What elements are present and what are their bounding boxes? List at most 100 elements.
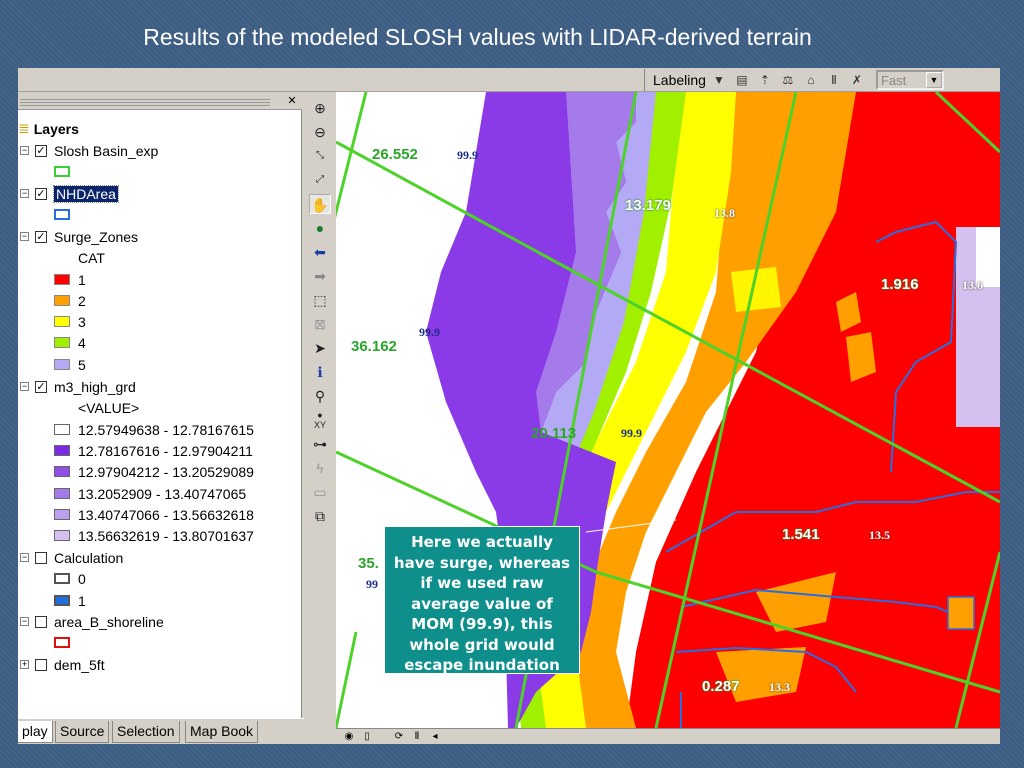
- map-label: 13.6: [962, 278, 983, 292]
- label-priority-icon[interactable]: ⇡: [759, 73, 770, 87]
- layer-visibility-checkbox[interactable]: ✓: [35, 187, 47, 200]
- labeling-toolbar: Labeling ▼ ▤ ⇡ ⚖ ⌂ Ⅱ ✗ Fast ▼: [18, 68, 1000, 92]
- collapse-icon[interactable]: −: [20, 381, 29, 391]
- legend-field-name: CAT: [78, 247, 105, 268]
- collapse-icon[interactable]: −: [20, 188, 29, 198]
- legend-class: 0: [54, 568, 86, 589]
- legend-class: 1: [54, 269, 86, 290]
- layer-surge-zones[interactable]: − ✓ Surge_Zones: [20, 226, 138, 247]
- tab-selection[interactable]: Selection: [112, 721, 180, 743]
- map-label: 20.113: [531, 425, 577, 442]
- layer-nhdarea[interactable]: − ✓ NHDArea: [20, 183, 119, 204]
- table-of-contents: ✕ ≣ Layers − ✓ Slosh Basin_exp − ✓ NHDAr…: [18, 94, 302, 718]
- pan-hand-icon[interactable]: ✋: [309, 194, 331, 214]
- lock-labels-icon[interactable]: ⌂: [807, 73, 815, 87]
- view-unplaced-labels-icon[interactable]: ✗: [851, 73, 862, 87]
- tab-source[interactable]: Source: [55, 721, 110, 743]
- layer-visibility-checkbox[interactable]: [35, 658, 47, 671]
- label-manager-icon[interactable]: ▤: [736, 73, 748, 87]
- layer-calculation[interactable]: − Calculation: [20, 547, 123, 568]
- layer-dem-5ft[interactable]: + dem_5ft: [20, 654, 105, 675]
- fixed-zoom-out-icon[interactable]: ⤢: [316, 174, 324, 185]
- layout-view-page-icon[interactable]: ▯: [364, 731, 370, 742]
- layer-visibility-checkbox[interactable]: ✓: [35, 380, 47, 393]
- class-label: 13.56632619 - 13.80701637: [78, 527, 254, 544]
- pause-drawing-icon[interactable]: Ⅱ: [414, 731, 420, 742]
- map-label: 99.9: [621, 426, 642, 440]
- data-view-globe-icon[interactable]: ◉: [344, 731, 354, 742]
- layer-visibility-checkbox[interactable]: ✓: [35, 230, 47, 243]
- layer-name: Slosh Basin_exp: [54, 142, 159, 159]
- map-label: 35.: [358, 555, 379, 572]
- legend-swatch: [54, 530, 70, 541]
- draw-mode-value: Fast: [880, 72, 907, 88]
- pause-labeling-icon[interactable]: Ⅱ: [830, 73, 837, 87]
- legend-class: 2: [54, 290, 86, 311]
- back-arrow-icon[interactable]: ⬅: [314, 244, 326, 260]
- legend-field-name: <VALUE>: [78, 397, 139, 418]
- toc-title-bar[interactable]: ✕: [18, 94, 302, 110]
- find-binoculars-icon[interactable]: ⚲: [314, 388, 326, 404]
- legend-swatch: [54, 637, 70, 648]
- zoom-in-icon[interactable]: ⊕: [314, 100, 326, 116]
- forward-arrow-icon[interactable]: ➡: [314, 268, 326, 284]
- select-features-icon[interactable]: ⬚: [313, 292, 327, 308]
- layer-visibility-checkbox[interactable]: ✓: [35, 144, 47, 157]
- legend-swatch: [54, 359, 70, 370]
- legend-swatch: [54, 573, 70, 584]
- tab-map-book[interactable]: Map Book: [185, 721, 259, 743]
- labeling-menu[interactable]: Labeling: [653, 72, 706, 88]
- layers-root[interactable]: ≣ Layers: [18, 118, 79, 139]
- refresh-icon[interactable]: ⟳: [394, 731, 404, 742]
- legend-swatch: [54, 466, 70, 477]
- legend-class: 12.78167616 - 12.97904211: [54, 440, 253, 461]
- zoom-out-icon[interactable]: ⊖: [314, 124, 326, 140]
- class-label: 1: [78, 592, 86, 609]
- collapse-icon[interactable]: −: [20, 145, 29, 155]
- label-weights-icon[interactable]: ⚖: [782, 73, 794, 87]
- layer-slosh-basin[interactable]: − ✓ Slosh Basin_exp: [20, 140, 158, 161]
- chevron-down-icon[interactable]: ▼: [925, 72, 942, 88]
- fixed-zoom-in-icon[interactable]: ⤡: [316, 150, 324, 161]
- tab-display[interactable]: play: [18, 721, 53, 743]
- collapse-icon[interactable]: −: [20, 552, 29, 562]
- close-icon[interactable]: ✕: [286, 95, 298, 107]
- layer-visibility-checkbox[interactable]: [35, 551, 47, 564]
- legend-class: 12.57949638 - 12.78167615: [54, 419, 254, 440]
- map-label: 99.9: [419, 325, 440, 339]
- layer-m3-high-grd[interactable]: − ✓ m3_high_grd: [20, 376, 136, 397]
- dropdown-arrow-icon[interactable]: ▼: [712, 73, 725, 87]
- draw-mode-select[interactable]: Fast ▼: [875, 70, 944, 90]
- legend-class: 13.2052909 - 13.40747065: [54, 483, 246, 504]
- collapse-icon[interactable]: −: [20, 616, 29, 626]
- select-elements-pointer-icon[interactable]: ➤: [314, 340, 326, 356]
- map-label: 13.5: [869, 528, 890, 542]
- full-extent-globe-icon[interactable]: ●: [315, 220, 325, 236]
- symbol-row: [54, 204, 78, 225]
- symbol-row: [54, 632, 78, 653]
- layer-name: Calculation: [54, 549, 124, 566]
- measure-icon[interactable]: ⊶: [313, 436, 327, 452]
- clear-selection-icon[interactable]: ⊠: [314, 316, 326, 332]
- map-label: 36.162: [351, 338, 397, 355]
- layers-root-label: Layers: [33, 120, 79, 137]
- legend-class: 1: [54, 590, 86, 611]
- go-to-xy-icon[interactable]: ● XY: [313, 410, 326, 430]
- html-popup-icon[interactable]: ▭: [313, 484, 327, 500]
- expand-icon[interactable]: +: [20, 659, 29, 669]
- identify-info-icon[interactable]: ℹ: [317, 364, 323, 380]
- slide-title: Results of the modeled SLOSH values with…: [143, 24, 812, 50]
- layer-name: area_B_shoreline: [54, 613, 164, 630]
- class-label: 3: [78, 313, 86, 330]
- hyperlink-lightning-icon[interactable]: ϟ: [316, 460, 324, 476]
- layer-visibility-checkbox[interactable]: [35, 615, 47, 628]
- create-viewer-window-icon[interactable]: ⧉: [315, 508, 325, 524]
- layer-area-b-shoreline[interactable]: − area_B_shoreline: [20, 611, 164, 632]
- surge-zone-cat4: [514, 92, 686, 728]
- legend-swatch: [54, 509, 70, 520]
- legend-class: 3: [54, 311, 86, 332]
- map-label: 13.8: [714, 206, 735, 220]
- collapse-icon[interactable]: −: [20, 231, 29, 241]
- map-label: 99: [366, 577, 378, 591]
- scroll-left-icon[interactable]: ◂: [432, 731, 438, 742]
